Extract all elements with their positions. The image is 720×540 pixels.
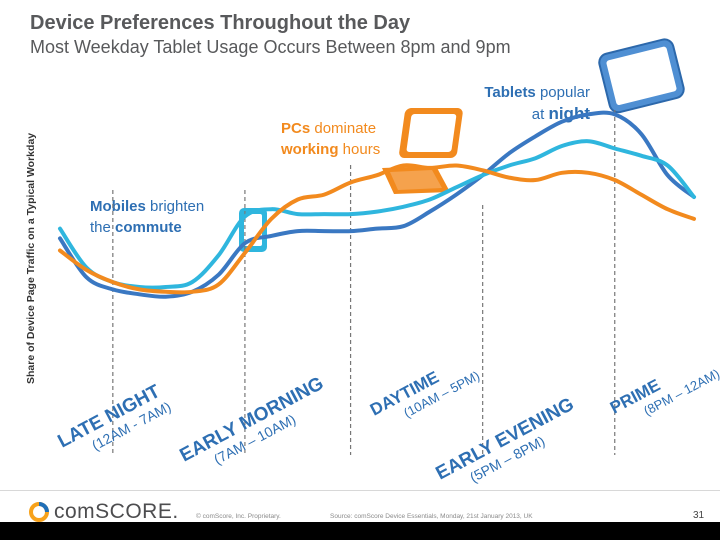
laptop-device-icon [382,108,463,194]
annotation-tablets-text2: at [531,106,549,123]
series-line-pcs [58,163,696,295]
region-label-group-3: EARLY EVENING(5PM – 8PM) [432,394,577,485]
comscore-logo: comSCORE. [28,500,179,524]
page-number: 31 [693,510,705,521]
annotation-tablets-text1: popular [535,84,590,101]
footer-copyright: © comScore, Inc. Proprietary. [196,513,281,520]
annotation-pcs-text1: dominate [310,120,377,137]
annotation-tablets-bold: Tablets [484,84,536,101]
logo-text: comSCORE. [54,500,179,523]
region-name-1: EARLY MORNING [176,373,327,466]
comscore-logo-icon [29,502,49,522]
footer-bar [0,522,720,540]
mobiles-annotation: Mobiles brighten the commute [90,196,204,238]
region-label-group-1: EARLY MORNING(7AM – 10AM) [176,373,327,467]
page-subtitle: Most Weekday Tablet Usage Occurs Between… [30,37,511,57]
footer-source: Source: comScore Device Essentials, Mond… [330,513,533,520]
region-label-group-2: DAYTIME(10AM – 5PM) [367,368,482,421]
tablets-annotation: Tablets popular at night [466,82,590,125]
annotation-mobiles-text2: the [90,219,116,236]
annotation-pcs-bold2: working [281,141,339,158]
tablet-device-icon [598,38,685,114]
series-line-mobiles [58,139,696,290]
annotation-mobiles-bold2: commute [115,219,182,236]
annotation-pcs-text2: hours [338,141,381,158]
region-label-group-0: LATE NIGHT(12AM - 7AM) [54,381,173,454]
region-label-group-4: PRIME(8PM – 12AM) [607,366,720,419]
pcs-annotation: PCs dominate working hours [281,118,380,160]
annotation-tablets-bold2: night [548,104,590,123]
usage-line-chart: LATE NIGHT(12AM - 7AM) EARLY MORNING(7AM … [54,110,720,485]
annotation-mobiles-text1: brighten [145,198,205,215]
page-title: Device Preferences Throughout the Day [30,12,411,34]
footer-divider [0,490,720,491]
region-name-3: EARLY EVENING [432,394,577,484]
annotation-pcs-bold: PCs [281,120,311,137]
series-line-tablets [58,110,696,299]
annotation-mobiles-bold: Mobiles [90,198,146,215]
